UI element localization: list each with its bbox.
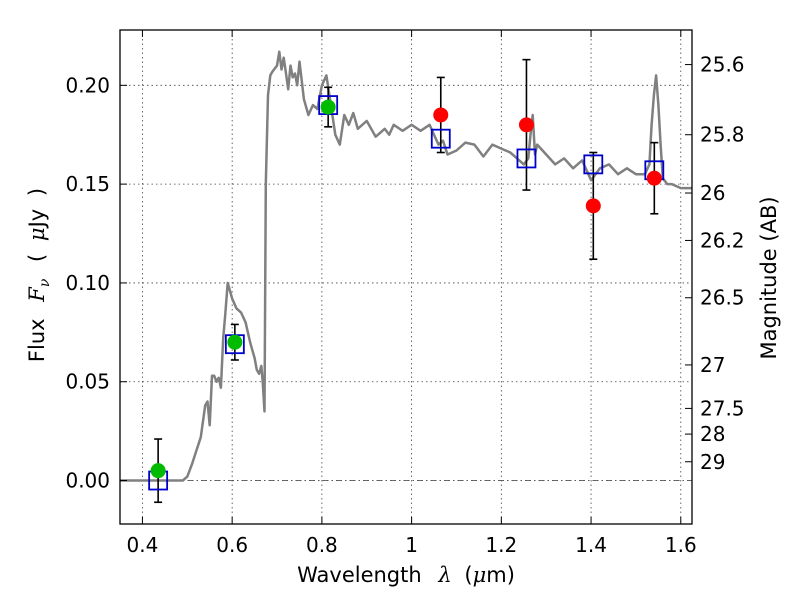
detection-point: [433, 107, 449, 123]
x-tick-label: 1.6: [665, 533, 697, 557]
band-marker-layer: [148, 95, 665, 491]
y2-tick-label: 26.5: [700, 286, 745, 310]
y-axis-unit-close: ): [25, 188, 49, 196]
plot-frame: [119, 29, 693, 525]
y-axis-label: Flux Fν ( μJy ): [25, 188, 54, 362]
y-axis-right: 25.6 25.8 26 26.2 26.5 27 27.528 29: [685, 53, 745, 474]
detection-point: [518, 117, 534, 133]
detection-point: [646, 170, 662, 186]
x-tick-label: 1.2: [485, 533, 517, 557]
y2-tick-label: 28: [700, 422, 725, 446]
y-tick-label: 0.00: [65, 469, 110, 493]
y2-tick-label: 29: [700, 450, 725, 474]
x-axis-label-text: Wavelength: [297, 563, 422, 587]
y2-tick-label: 25.8: [700, 123, 745, 147]
grid-layer: [120, 30, 692, 524]
model-band-square: [583, 154, 604, 175]
x-axis-unit-mu: μ: [473, 563, 487, 587]
x-tick-label: 0.8: [306, 533, 338, 557]
model-band-square: [516, 148, 537, 169]
y2-tick-label: 26.2: [700, 228, 745, 252]
y-tick-label: 0.05: [65, 370, 110, 394]
spectrum-layer: [120, 50, 692, 482]
x-tick-label: 0.6: [216, 533, 248, 557]
y-axis-unit-mu: μ: [25, 227, 49, 241]
detection-point: [320, 99, 336, 115]
y-axis-label-text: Flux: [25, 318, 49, 362]
x-axis: 0.4 0.6 0.8 1 1.2 1.4 1.6: [127, 30, 697, 557]
y-axis-unit-rest: Jy: [25, 209, 49, 230]
x-axis-label: Wavelength λ (μm): [297, 563, 515, 587]
y-tick-label: 0.15: [65, 172, 110, 196]
y2-tick-label: 27: [700, 353, 725, 377]
x-tick-label: 1: [405, 533, 418, 557]
y-axis-unit-open: (: [25, 254, 49, 262]
y-tick-label: 0.20: [65, 73, 110, 97]
model-spectrum-line: [120, 50, 692, 482]
x-axis-unit-open: (: [464, 563, 472, 587]
y-axis-subscript: ν: [37, 278, 53, 287]
x-tick-label: 1.4: [575, 533, 607, 557]
y-axis-symbol: F: [25, 286, 49, 303]
x-tick-label: 0.4: [127, 533, 159, 557]
y2-tick-label: 25.6: [700, 53, 745, 77]
y-tick-label: 0.10: [65, 271, 110, 295]
detection-point: [585, 198, 601, 214]
detection-marker-layer: [150, 99, 662, 479]
model-band-square: [430, 128, 451, 149]
x-axis-unit-rest: m): [486, 563, 515, 587]
errorbar-layer: [154, 58, 659, 504]
x-axis-symbol: λ: [437, 563, 451, 587]
detection-point: [227, 334, 243, 350]
detection-point: [150, 463, 166, 479]
y2-tick-label: 26: [700, 181, 725, 205]
y-axis-left: 0.00 0.05 0.10 0.15 0.20: [65, 73, 127, 493]
y2-axis-label: Magnitude (AB): [757, 196, 781, 359]
y2-tick-label: 27.5: [700, 396, 745, 420]
